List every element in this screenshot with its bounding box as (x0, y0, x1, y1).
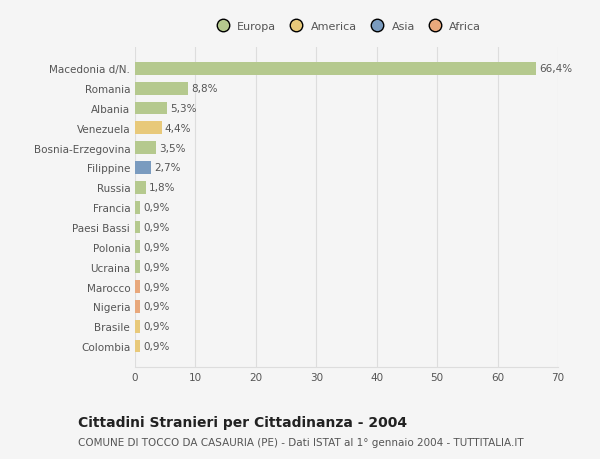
Bar (135, 102, 167, 115)
Bar (135, 340, 140, 353)
Text: 2,7%: 2,7% (154, 163, 181, 173)
Text: COMUNE DI TOCCO DA CASAURIA (PE) - Dati ISTAT al 1° gennaio 2004 - TUTTITALIA.IT: COMUNE DI TOCCO DA CASAURIA (PE) - Dati … (78, 437, 524, 447)
Bar (135, 142, 156, 155)
Text: 0,9%: 0,9% (143, 282, 170, 292)
Bar (135, 122, 161, 135)
Text: 5,3%: 5,3% (170, 104, 197, 114)
Bar (135, 261, 140, 274)
Text: 0,9%: 0,9% (143, 223, 170, 232)
Bar (135, 201, 140, 214)
Text: 66,4%: 66,4% (539, 64, 572, 74)
Bar (135, 221, 140, 234)
Bar (135, 280, 140, 293)
Text: Cittadini Stranieri per Cittadinanza - 2004: Cittadini Stranieri per Cittadinanza - 2… (78, 415, 407, 429)
Text: 1,8%: 1,8% (149, 183, 175, 193)
Bar (135, 83, 188, 95)
Bar (135, 320, 140, 333)
Legend: Europa, America, Asia, Africa: Europa, America, Asia, Africa (207, 17, 486, 36)
Text: 3,5%: 3,5% (159, 143, 185, 153)
Text: 0,9%: 0,9% (143, 203, 170, 213)
Bar (135, 181, 146, 194)
Text: 0,9%: 0,9% (143, 341, 170, 351)
Bar (135, 241, 140, 254)
Text: 8,8%: 8,8% (191, 84, 218, 94)
Text: 0,9%: 0,9% (143, 242, 170, 252)
Bar (135, 63, 536, 76)
Text: 0,9%: 0,9% (143, 262, 170, 272)
Text: 4,4%: 4,4% (164, 123, 191, 134)
Bar (135, 162, 151, 174)
Text: 0,9%: 0,9% (143, 321, 170, 331)
Bar (135, 300, 140, 313)
Text: 0,9%: 0,9% (143, 302, 170, 312)
